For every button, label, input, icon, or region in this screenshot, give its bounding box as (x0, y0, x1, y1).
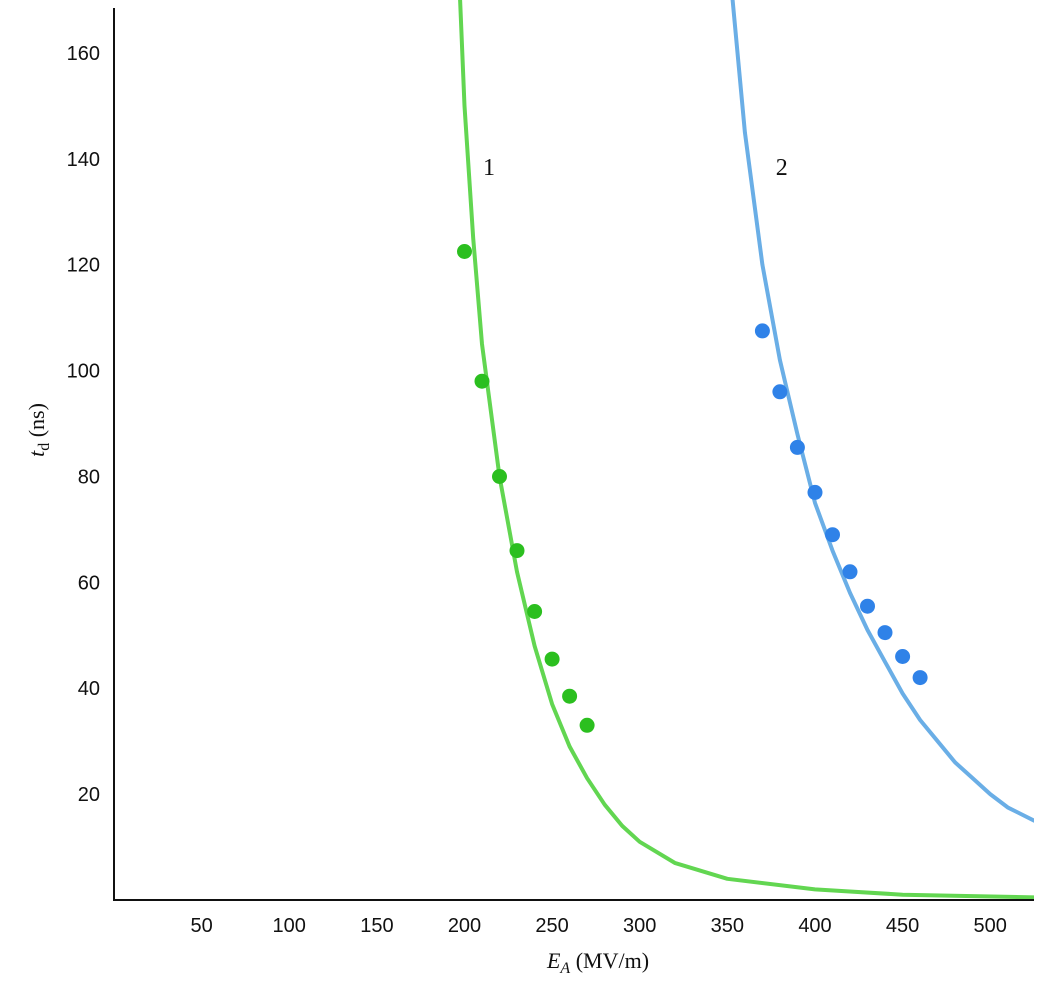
data-points (457, 244, 928, 733)
x-axis-title: EA (MV/m) (546, 948, 649, 977)
x-tick-label: 150 (360, 915, 393, 937)
y-axis-title: td (ns) (24, 403, 53, 457)
y-tick-labels: 20 40 60 80 100 120 140 160 (67, 43, 100, 806)
x-tick-label: 200 (448, 915, 481, 937)
x-title-subscript: A (559, 960, 570, 977)
data-point-series-1 (544, 651, 560, 667)
data-point-series-2 (772, 384, 788, 400)
x-tick-labels: 50 100 150 200 250 300 350 400 450 500 (190, 915, 1006, 937)
fit-curve-2 (730, 0, 1034, 823)
data-point-series-1 (457, 244, 472, 259)
data-point-series-2 (877, 625, 893, 641)
axes (113, 8, 1034, 901)
data-point-series-2 (789, 439, 805, 455)
curve-label: 1 (483, 155, 495, 181)
y-tick-label: 80 (78, 467, 100, 489)
data-point-series-1 (474, 373, 490, 389)
data-point-series-2 (807, 484, 823, 500)
data-point-series-2 (912, 670, 928, 686)
data-point-series-2 (825, 527, 840, 543)
x-tick-label: 50 (190, 915, 212, 937)
data-point-series-1 (527, 604, 543, 619)
x-tick-label: 450 (886, 915, 919, 937)
data-point-series-1 (492, 469, 507, 484)
data-point-series-2 (842, 564, 858, 580)
data-point-series-2 (860, 598, 875, 614)
x-tick-label: 100 (273, 915, 306, 937)
x-tick-label: 300 (623, 915, 656, 937)
data-point-series-1 (562, 688, 578, 704)
curve-label: 2 (776, 155, 788, 181)
y-title-unit: (ns) (24, 403, 49, 443)
data-point-series-1 (509, 543, 525, 559)
x-tick-label: 500 (974, 915, 1007, 937)
data-point-series-2 (754, 323, 770, 339)
fit-curves (458, 0, 1034, 900)
x-tick-label: 400 (798, 915, 831, 937)
data-point-series-1 (579, 717, 595, 733)
x-tick-label: 250 (535, 915, 568, 937)
y-tick-label: 160 (67, 43, 100, 65)
y-tick-label: 100 (67, 361, 100, 383)
x-tick-label: 350 (711, 915, 744, 937)
x-title-unit: (MV/m) (570, 948, 649, 973)
y-tick-label: 120 (67, 255, 100, 277)
y-tick-label: 140 (67, 149, 100, 171)
y-title-subscript: d (36, 443, 53, 451)
y-title-symbol: t (24, 450, 49, 457)
y-tick-label: 20 (78, 784, 100, 806)
x-title-symbol: E (546, 948, 561, 973)
data-point-series-2 (895, 649, 911, 664)
y-tick-label: 60 (78, 572, 100, 594)
fit-curve-1 (458, 0, 1034, 900)
y-tick-label: 40 (78, 678, 100, 700)
